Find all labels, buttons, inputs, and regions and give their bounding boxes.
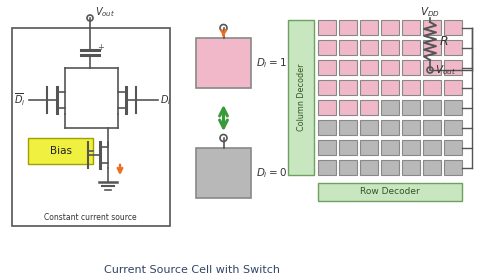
Bar — [444, 20, 462, 35]
Bar — [402, 120, 420, 135]
Text: $D_i=1$: $D_i=1$ — [256, 56, 286, 70]
Bar — [318, 120, 336, 135]
Bar — [318, 80, 336, 95]
Bar — [402, 140, 420, 155]
Bar — [339, 120, 357, 135]
Bar — [339, 20, 357, 35]
Text: Constant current source: Constant current source — [44, 214, 136, 223]
Bar — [444, 100, 462, 115]
Bar — [318, 183, 462, 201]
Text: $D_i=0$: $D_i=0$ — [256, 166, 287, 180]
Bar — [318, 20, 336, 35]
Bar — [423, 80, 441, 95]
Bar — [12, 28, 170, 226]
Bar — [288, 20, 314, 175]
Text: $V_{out}$: $V_{out}$ — [95, 5, 115, 19]
Bar — [423, 60, 441, 75]
Text: $V_{out}$: $V_{out}$ — [435, 63, 456, 77]
Bar — [402, 80, 420, 95]
Bar — [339, 80, 357, 95]
Bar — [196, 38, 251, 88]
Text: R: R — [440, 34, 448, 48]
Bar — [444, 140, 462, 155]
Bar — [360, 60, 378, 75]
Bar — [318, 60, 336, 75]
Bar — [381, 80, 399, 95]
Bar — [360, 20, 378, 35]
Text: Bias: Bias — [50, 146, 72, 156]
Bar — [402, 20, 420, 35]
Bar — [444, 60, 462, 75]
Bar — [402, 100, 420, 115]
Bar — [360, 80, 378, 95]
Bar — [360, 140, 378, 155]
Bar — [196, 148, 251, 198]
Bar — [360, 40, 378, 55]
Bar — [402, 160, 420, 175]
Bar — [402, 60, 420, 75]
Bar — [381, 100, 399, 115]
Text: Column Decoder: Column Decoder — [296, 64, 306, 131]
Bar — [423, 100, 441, 115]
Bar — [318, 40, 336, 55]
Bar — [381, 40, 399, 55]
Bar — [360, 100, 378, 115]
Bar — [423, 140, 441, 155]
Bar — [423, 160, 441, 175]
Bar — [360, 120, 378, 135]
Bar — [339, 160, 357, 175]
Bar — [381, 140, 399, 155]
Bar — [360, 160, 378, 175]
Bar — [444, 80, 462, 95]
Bar — [381, 120, 399, 135]
Text: Row Decoder: Row Decoder — [360, 188, 420, 197]
Bar — [318, 140, 336, 155]
Bar — [381, 20, 399, 35]
Bar — [318, 100, 336, 115]
Bar — [444, 120, 462, 135]
Bar — [381, 60, 399, 75]
Bar — [402, 40, 420, 55]
Bar — [339, 100, 357, 115]
Bar — [423, 20, 441, 35]
Bar — [318, 160, 336, 175]
Text: +: + — [98, 43, 104, 52]
Bar — [423, 120, 441, 135]
Text: $V_{DD}$: $V_{DD}$ — [420, 5, 440, 19]
Bar — [339, 60, 357, 75]
Bar — [423, 40, 441, 55]
Bar — [339, 140, 357, 155]
Bar — [28, 138, 93, 164]
Bar — [444, 160, 462, 175]
Bar — [381, 160, 399, 175]
Text: $D_i$: $D_i$ — [160, 93, 172, 107]
Bar — [339, 40, 357, 55]
Bar — [444, 40, 462, 55]
Text: $\overline{D}_i$: $\overline{D}_i$ — [14, 92, 26, 108]
Text: Current Source Cell with Switch: Current Source Cell with Switch — [104, 265, 280, 275]
